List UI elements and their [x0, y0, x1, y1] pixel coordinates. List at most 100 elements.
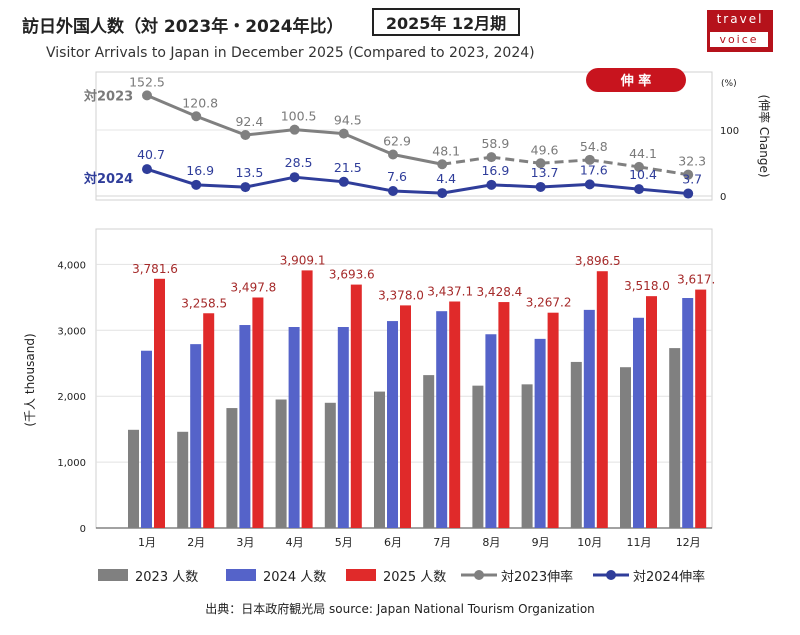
bar-2024 [288, 327, 300, 528]
line-data-label-2023: 49.6 [531, 142, 559, 157]
line-series-name-2024: 対2024 [83, 171, 133, 187]
change-badge-label: 伸 率 [620, 73, 652, 89]
line-segment-2023 [245, 128, 295, 137]
legend-label-rate-2023: 対2023伸率 [501, 570, 574, 585]
line-point-2023 [683, 169, 694, 180]
line-data-label-2023: 152.5 [129, 74, 165, 89]
bar-2024 [387, 321, 398, 528]
bar-2023 [570, 361, 582, 528]
line-segment-2023 [146, 93, 197, 118]
line-segment-2023 [540, 158, 590, 165]
line-plot-frame [95, 71, 713, 201]
bar-2024 [583, 309, 595, 528]
line-data-label-2024: 40.7 [137, 147, 165, 162]
bar-ylabel: (千人 thousand) [23, 333, 37, 426]
line-point-2023 [338, 128, 349, 139]
line-segment-2024 [146, 167, 197, 187]
bar-2025 [154, 278, 165, 528]
line-point-2024 [634, 184, 644, 195]
line-segment-2023 [195, 114, 246, 137]
bar-2023 [128, 429, 139, 528]
bar-2025 [596, 271, 608, 528]
bar-2024 [534, 338, 546, 528]
bar-data-label-2025: 3,378.0 [378, 288, 424, 302]
line-data-label-2023: 54.8 [580, 139, 608, 154]
line-segment-2023 [589, 158, 640, 169]
bar-2023 [521, 384, 533, 528]
line-data-label-2023: 92.4 [235, 114, 263, 129]
bar-2024 [337, 327, 349, 528]
bar-2025 [547, 312, 559, 528]
bar-2025 [695, 289, 707, 528]
bar-2025 [252, 297, 264, 528]
line-point-2023 [584, 154, 595, 165]
bar-2024 [682, 298, 694, 528]
line-point-2024 [388, 185, 398, 196]
bar-2025 [400, 305, 411, 528]
bar-data-label-2025: 3,428.4 [476, 285, 522, 299]
bar-2023 [620, 367, 631, 528]
bar-2024 [485, 334, 497, 528]
line-point-2023 [142, 90, 152, 101]
line-segment-2024 [294, 175, 344, 184]
line-data-label-2023: 48.1 [432, 143, 460, 158]
line-point-2023 [486, 152, 497, 163]
line-point-2023 [437, 159, 448, 170]
line-data-label-2023: 100.5 [281, 109, 317, 124]
change-badge [586, 68, 686, 92]
line-data-label-2024: 10.4 [629, 167, 657, 182]
bar-xtick-label: 1月 [138, 536, 156, 549]
bar-data-label-2025: 3,781.6 [132, 262, 178, 276]
bar-data-label-2025: 3,497.8 [230, 280, 276, 294]
line-point-2023 [240, 130, 251, 141]
bar-xtick-label: 5月 [335, 536, 353, 549]
line-data-label-2024: 4.4 [436, 171, 456, 186]
line-point-2024 [191, 179, 202, 190]
line-data-label-2023: 62.9 [383, 133, 411, 148]
line-segment-2024 [491, 183, 541, 189]
bar-ytick-label: 3,000 [57, 326, 86, 337]
bar-xtick-label: 8月 [482, 536, 500, 549]
bar-2023 [374, 391, 385, 528]
line-data-label-2024: 21.5 [334, 160, 362, 175]
bar-data-label-2025: 3,617. [677, 273, 715, 287]
line-unit-label: (%) [721, 79, 737, 89]
line-data-label-2024: 3.7 [682, 172, 702, 187]
line-data-label-2023: 58.9 [481, 136, 509, 151]
legend-line-marker-2024 [593, 570, 629, 580]
legend-label-2024: 2024 人数 [263, 570, 327, 585]
line-data-label-2024: 16.9 [481, 163, 509, 178]
period-box: 2025年 12月期 [372, 8, 520, 36]
bar-2025 [498, 302, 510, 528]
line-point-2023 [289, 124, 300, 135]
legend-label-2023: 2023 人数 [135, 570, 199, 585]
logo-line1: travel [716, 12, 764, 26]
line-series-name-2023: 対2023 [83, 88, 133, 104]
line-segment-2024 [589, 182, 640, 191]
bar-xtick-label: 10月 [577, 536, 602, 549]
bar-2024 [239, 325, 251, 528]
bar-xtick-label: 4月 [286, 536, 304, 549]
bar-data-label-2025: 3,437.1 [427, 284, 473, 298]
line-data-label-2024: 13.7 [531, 165, 559, 180]
bar-2023 [275, 399, 287, 528]
legend-line-marker-2023 [461, 570, 497, 580]
line-point-2024 [683, 188, 694, 199]
line-segment-2024 [441, 183, 492, 195]
bar-2024 [633, 317, 644, 528]
bar-ytick-label: 1,000 [57, 458, 86, 469]
travel-voice-logo: travel voice [707, 10, 773, 52]
line-point-2023 [634, 161, 644, 172]
line-point-2023 [191, 111, 202, 122]
line-segment-2024 [540, 182, 590, 189]
line-point-2024 [486, 179, 497, 190]
bar-2024 [141, 350, 152, 528]
bar-2023 [324, 402, 336, 528]
line-segment-2023 [638, 165, 689, 177]
line-ylabel: (伸率 Change) [757, 94, 772, 177]
bar-ytick-label: 0 [80, 524, 86, 535]
line-data-label-2023: 32.3 [678, 154, 706, 169]
line-data-label-2024: 28.5 [285, 155, 313, 170]
bar-ytick-label: 4,000 [57, 260, 86, 271]
